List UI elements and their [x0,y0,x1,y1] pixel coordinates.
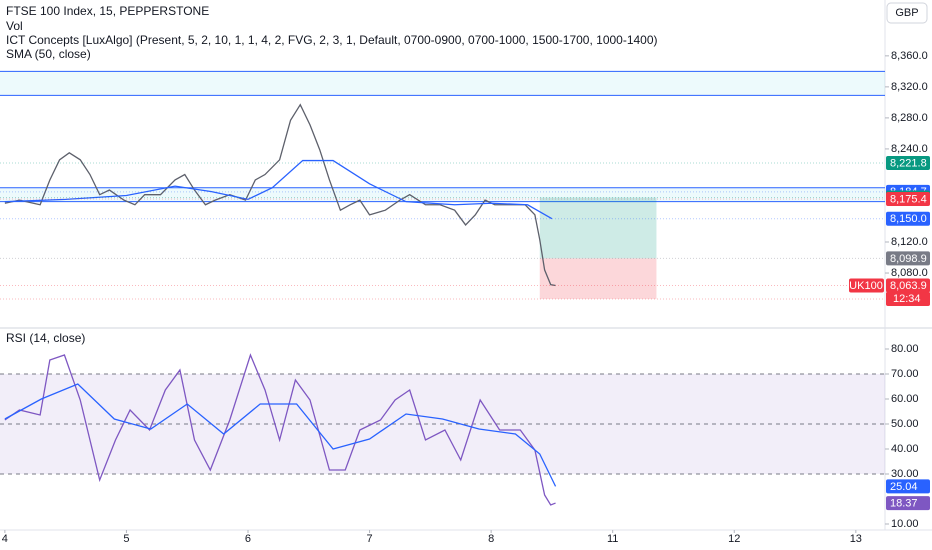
price-tag [886,192,930,207]
indicator-label: SMA (50, close) [6,47,91,61]
pane: 8,360.0 8,320.0 8,280.0 8,240.0 8,120.0 8,080… [0,50,930,306]
x-tick-label: 4 [2,533,8,545]
price-tag-label: 8,175.4 [890,193,927,205]
price-tag [886,156,930,171]
y-tick-label: 60.00 [891,393,919,405]
zone [0,71,885,96]
y-tick-label: 70.00 [891,368,919,380]
y-tick-label: 8,280.0 [891,112,928,124]
countdown-label: 12:34 [893,293,921,305]
y-tick-label: 80.00 [891,343,919,355]
target-zone [539,197,657,259]
price-tag [886,278,930,293]
price-tag [886,251,930,266]
symbol-tag [849,278,884,293]
y-tick-label: 8,320.0 [891,81,928,93]
y-tick-label: 30.00 [891,468,919,480]
stop-zone [539,258,657,299]
series-line [4,159,553,220]
last-value-label: 25.04 [890,481,918,493]
price-tag-label: 8,150.0 [890,213,927,225]
chart-title: FTSE 100 Index, 15, PEPPERSTONE [6,4,209,18]
y-tick-label: 8,360.0 [891,50,928,62]
price-tag [886,211,930,226]
x-tick-label: 12 [728,533,740,545]
x-tick-label: 11 [607,533,618,545]
last-value-tag [886,479,930,494]
indicator-label: RSI (14, close) [6,331,85,345]
x-tick-label: 13 [850,533,862,545]
symbol-tag-label: UK100 [849,280,883,292]
y-tick-label: 8,240.0 [891,143,928,155]
indicator-label: ICT Concepts [LuxAlgo] (Present, 5, 2, 1… [6,33,658,47]
y-tick-label: 8,120.0 [891,236,928,248]
series-line [4,103,556,287]
currency-button[interactable] [886,2,928,24]
x-tick-label: 6 [245,533,251,545]
last-value-label: 18.37 [890,497,918,509]
countdown-tag [886,292,930,305]
price-tag-label: 8,098.9 [890,253,927,265]
x-tick-label: 8 [488,533,494,545]
y-tick-label: 8,080.0 [891,267,928,279]
y-tick-label: 50.00 [891,418,919,430]
series-line [4,383,557,487]
price-tag-label: 8,221.8 [890,157,927,169]
y-tick-label: 10.00 [891,518,919,530]
x-tick-label: 7 [366,533,372,545]
y-tick-label: 40.00 [891,443,919,455]
indicator-label: Vol [6,19,23,33]
currency-label[interactable]: GBP [895,7,918,19]
x-tick-label: 5 [123,533,129,545]
series-line [4,353,556,506]
price-tag-label: 8,063.9 [890,280,927,292]
last-value-tag [886,496,930,511]
pane: 80.00 70.00 60.00 50.00 40.00 30.00 10.00 4 5 6 7 8… [0,343,930,545]
